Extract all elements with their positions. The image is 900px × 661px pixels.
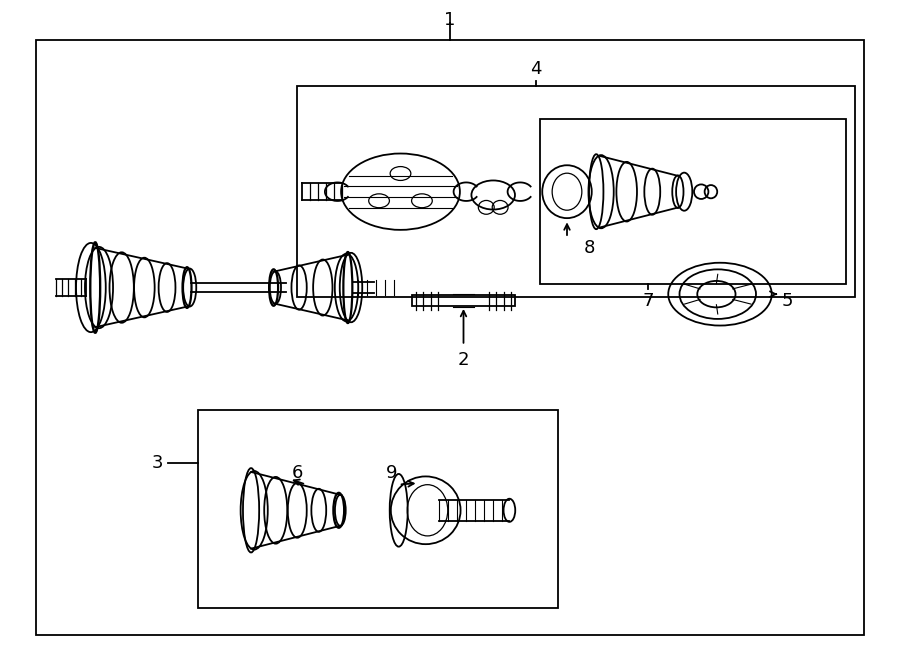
Text: 2: 2 xyxy=(458,351,469,369)
Text: 6: 6 xyxy=(292,463,302,482)
Text: 5: 5 xyxy=(782,292,793,310)
Text: 9: 9 xyxy=(386,463,397,482)
Text: 4: 4 xyxy=(530,60,541,79)
Text: 1: 1 xyxy=(445,11,455,29)
Text: 8: 8 xyxy=(584,239,595,257)
Bar xyxy=(412,295,515,306)
Text: 3: 3 xyxy=(152,453,163,472)
Text: 7: 7 xyxy=(643,292,653,310)
